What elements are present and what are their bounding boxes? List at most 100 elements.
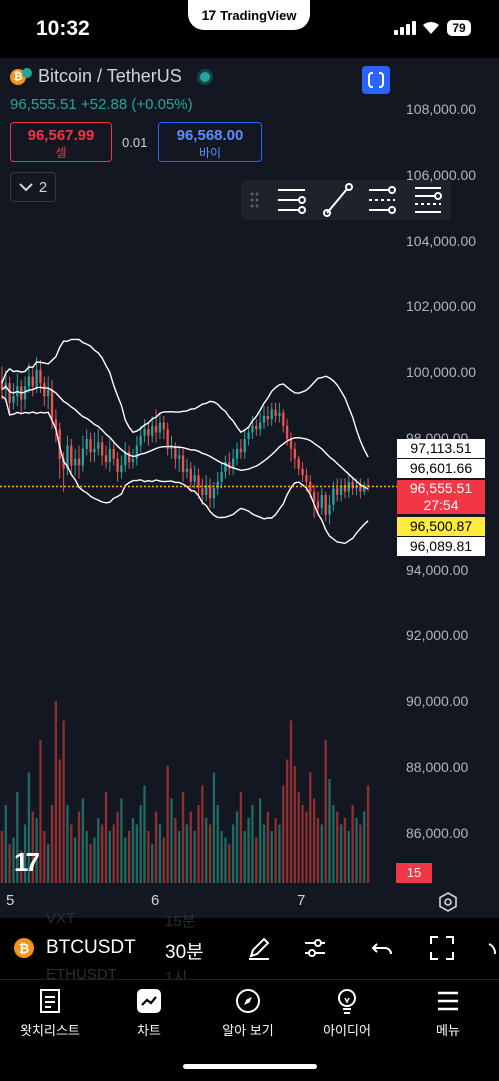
candle-body	[89, 439, 92, 453]
bollinger-middle-band	[1, 385, 369, 490]
ghost-symbol: VXT	[46, 910, 76, 927]
volume-bar	[135, 824, 138, 883]
volume-bar	[85, 831, 88, 883]
volume-bar	[104, 792, 108, 883]
undo-arrow-icon[interactable]	[369, 934, 397, 962]
price-axis-label: 94,000.00	[406, 561, 469, 578]
volume-bar	[251, 805, 254, 883]
volume-bar	[309, 772, 312, 883]
app-banner[interactable]: 17 TradingView	[188, 0, 310, 30]
volume-bar	[336, 811, 339, 883]
trend-line-tool-icon[interactable]	[323, 183, 353, 217]
wifi-icon	[423, 21, 439, 34]
app-banner-label: TradingView	[220, 7, 297, 23]
volume-bar	[124, 837, 127, 883]
candle-body	[23, 386, 27, 400]
candle-body	[185, 468, 189, 472]
candle-body	[62, 458, 65, 469]
volume-bar	[112, 824, 115, 883]
candle-body	[197, 475, 200, 489]
indicators-sliders-icon[interactable]	[301, 934, 329, 962]
candle-body	[363, 485, 366, 492]
volume-bar	[43, 831, 46, 883]
candle-body	[208, 485, 212, 499]
chart-area[interactable]: ₿ Bitcoin / TetherUS 96,555.51 +52.88 (+…	[0, 58, 499, 918]
candle-body	[8, 383, 11, 403]
symbol-selector[interactable]: BTCUSDT	[46, 937, 136, 958]
volume-bar	[312, 798, 316, 883]
buy-button[interactable]: 96,568.00 바이	[158, 122, 262, 162]
candle-body	[228, 462, 231, 469]
fib-retracement-tool-icon[interactable]	[415, 187, 442, 213]
fullscreen-expand-icon[interactable]	[428, 934, 456, 962]
volume-bar	[116, 811, 119, 883]
pen-drawing-icon[interactable]	[245, 934, 273, 962]
candle-body	[108, 448, 111, 463]
battery-indicator: 79	[447, 20, 471, 36]
candle-body	[282, 412, 285, 426]
candle-body	[266, 415, 270, 420]
candle-body	[112, 448, 115, 459]
candle-body	[274, 409, 277, 416]
volume-bar	[166, 766, 169, 883]
more-tools-icon[interactable]	[485, 934, 499, 962]
time-axis-label: 7	[297, 892, 306, 909]
volume-bar	[47, 844, 50, 883]
volume-bar	[39, 740, 42, 883]
sell-button[interactable]: 96,567.99 셀	[10, 122, 112, 162]
tab-watchlist[interactable]: 왓치리스트	[10, 988, 90, 1039]
volume-bar	[81, 798, 85, 883]
candle-body	[278, 412, 281, 416]
candle-body	[120, 465, 123, 472]
drawing-toolbar[interactable]	[241, 180, 451, 220]
tab-ideas[interactable]: 아이디어	[307, 988, 387, 1039]
candlestick-chart[interactable]	[0, 58, 499, 918]
price-axis-label: 102,000.00	[406, 298, 477, 315]
tab-chart[interactable]: 차트	[109, 988, 189, 1039]
ghost-interval: 15분	[165, 913, 196, 930]
indicator-count: 2	[38, 178, 48, 196]
volume-bar	[366, 785, 370, 883]
candle-body	[178, 455, 181, 459]
volume-bar	[185, 824, 189, 883]
price-tag: 96,500.87	[397, 517, 485, 536]
candle-body	[97, 442, 100, 449]
fullscreen-button[interactable]	[362, 66, 390, 94]
interval-selector[interactable]: 30분	[165, 942, 204, 963]
drag-handle-icon[interactable]	[250, 192, 259, 208]
candle-body	[189, 468, 192, 482]
parallel-channel-tool-icon[interactable]	[369, 186, 396, 214]
volume-bar	[93, 837, 96, 883]
volume-bar	[12, 837, 15, 883]
candle-body	[27, 376, 31, 387]
tab-explore[interactable]: 알아 보기	[208, 988, 288, 1039]
candle-body	[166, 429, 169, 449]
candle-body	[81, 448, 85, 466]
tab-menu[interactable]: 메뉴	[408, 988, 488, 1039]
volume-bar	[285, 759, 289, 883]
home-indicator	[183, 1064, 317, 1069]
volume-bar	[139, 805, 142, 883]
volume-bar	[127, 831, 131, 883]
horizontal-lines-tool-icon[interactable]	[278, 189, 306, 214]
tab-label: 알아 보기	[222, 1023, 274, 1038]
volume-bar	[266, 811, 270, 883]
chart-settings-gear-icon[interactable]	[438, 892, 458, 912]
indicators-toggle-button[interactable]: 2	[10, 172, 56, 202]
candle-body	[251, 425, 254, 433]
volume-bar	[151, 844, 154, 883]
volume-bar	[197, 805, 200, 883]
candle-body	[131, 458, 135, 463]
candle-body	[35, 369, 38, 387]
volume-bar	[332, 805, 335, 883]
candle-body	[143, 429, 146, 436]
symbol-header[interactable]: ₿ Bitcoin / TetherUS	[10, 66, 210, 87]
volume-bar	[143, 785, 146, 883]
candle-body	[255, 425, 258, 430]
candle-body	[289, 439, 293, 449]
candle-body	[66, 445, 69, 469]
volume-bar	[4, 805, 7, 883]
volume-bar	[316, 818, 320, 883]
volume-bar	[205, 818, 208, 883]
volume-bar	[70, 824, 73, 883]
